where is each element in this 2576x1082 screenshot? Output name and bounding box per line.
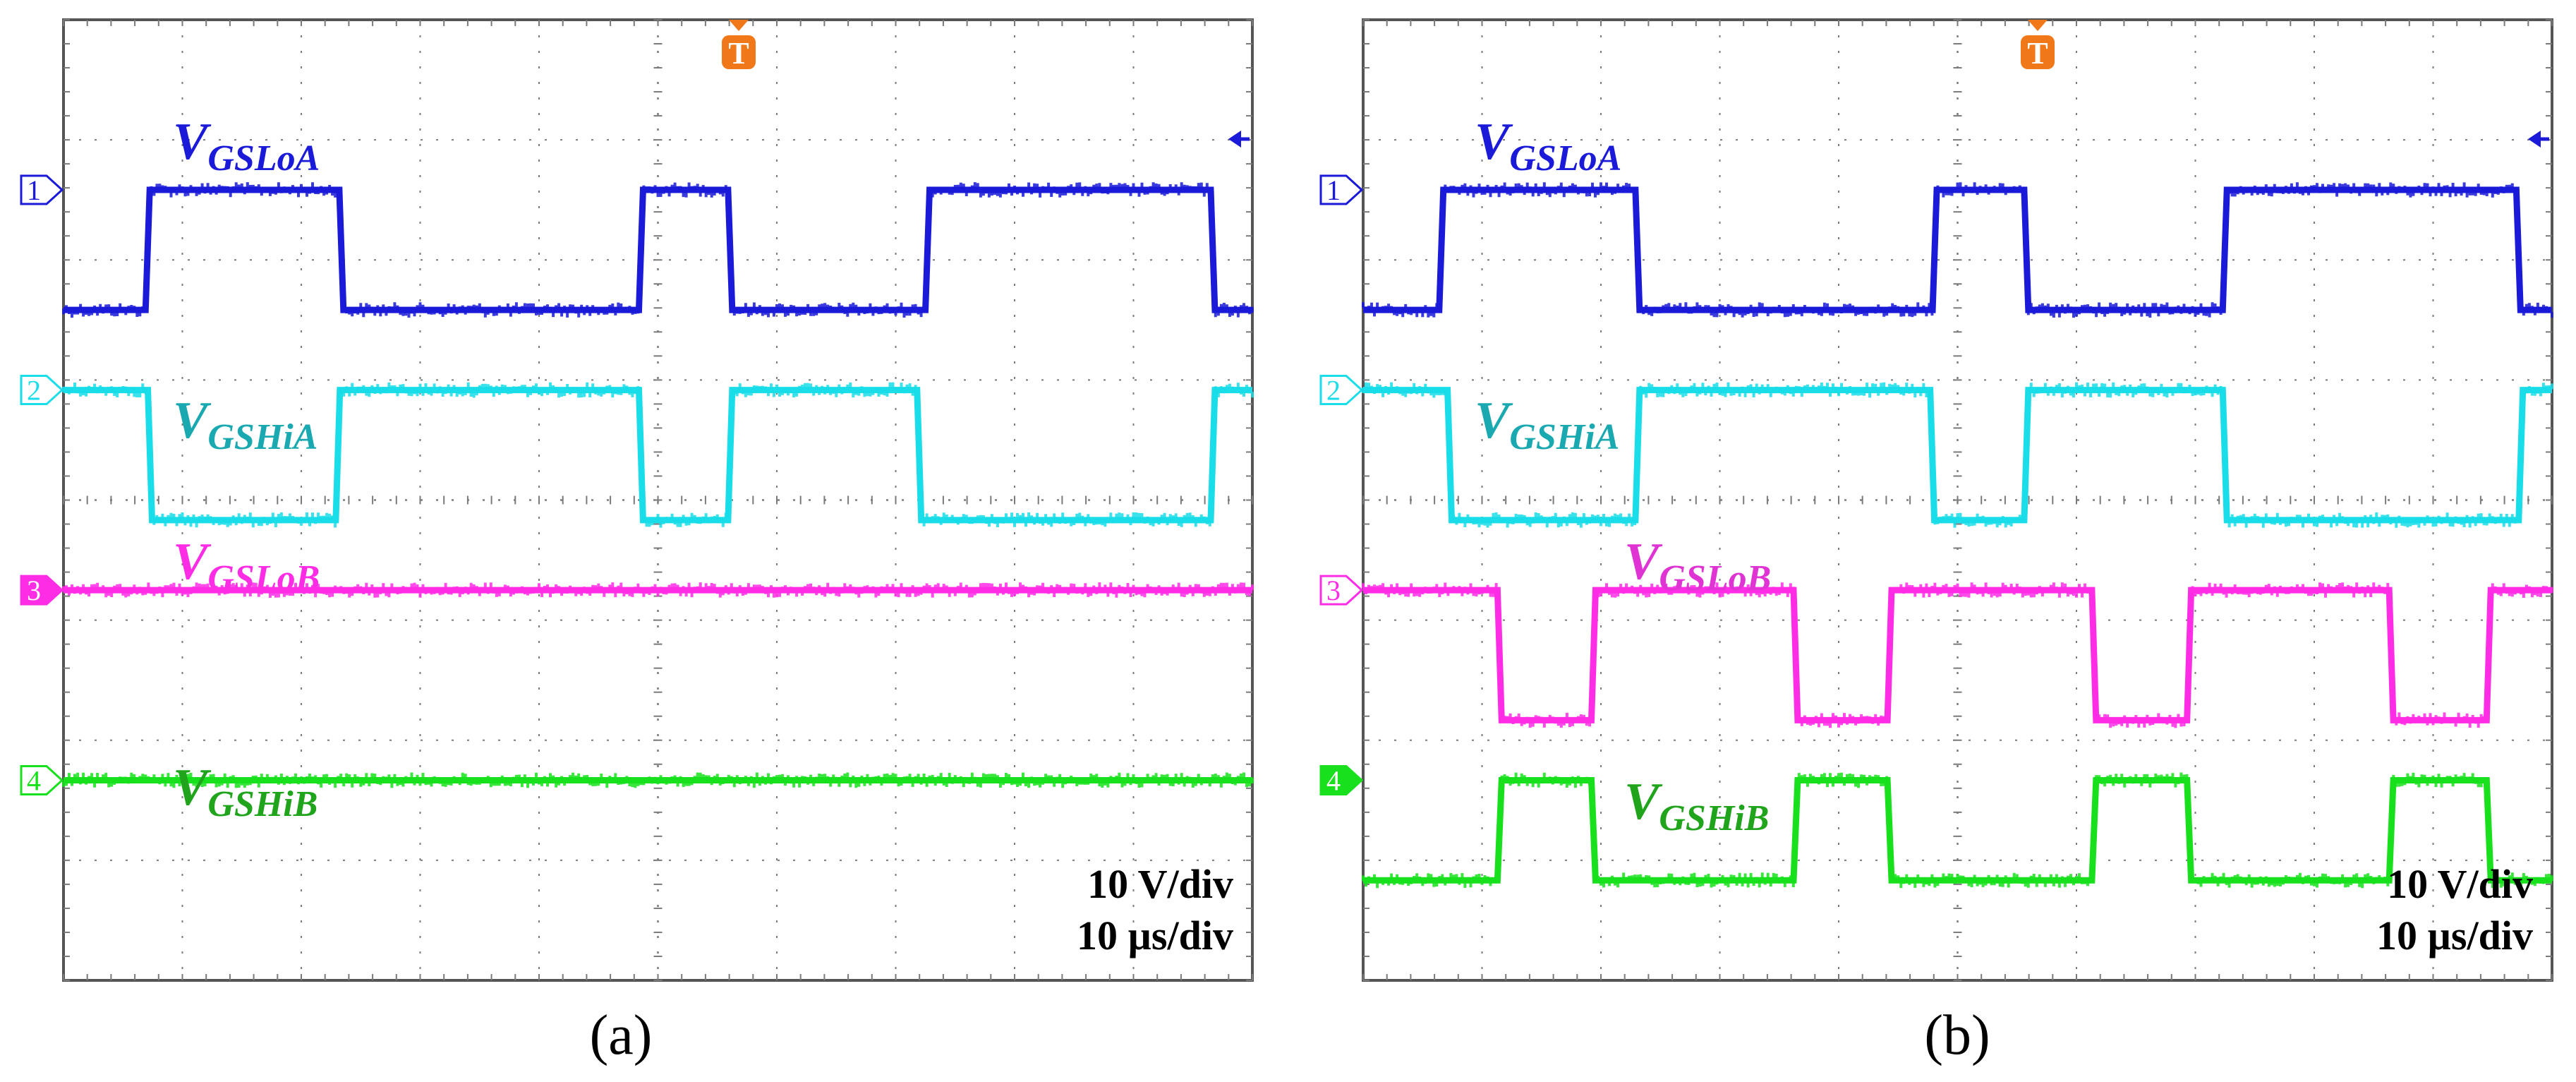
channel-marker-number: 3 [27,575,41,606]
trace-label-3: VGSLoB [173,533,320,599]
trigger-badge [2021,35,2055,69]
trace-label-sub: GSLoB [1659,558,1771,599]
channel-marker-shape [20,174,64,205]
trigger-label: T [2027,36,2048,71]
channel-marker-shape [1319,174,1364,205]
trace-noise-2 [1362,382,2553,528]
volts-per-div-label: 10 V/div [1087,861,1233,907]
trace-label-2: VGSHiA [1475,392,1619,457]
trace-noise-4 [62,772,1254,788]
channel-marker-shape [1319,575,1364,606]
trace-label-main: V [1624,533,1663,591]
trace-label-sub: GSLoB [207,558,320,599]
trace-label-main: V [173,759,212,817]
trace-label-sub: GSHiA [1509,417,1619,457]
channel-3-marker[interactable]: 3 [1319,575,1364,606]
trigger-level-arrow-icon [1228,131,1241,148]
trace-label-4: VGSHiB [173,759,318,824]
trigger-label: T [728,36,749,71]
trigger-marker[interactable]: T [722,20,756,71]
channel-marker-number: 2 [1326,375,1341,407]
trace-label-sub: GSHiB [207,784,318,824]
trace-noise-1 [1362,182,2553,318]
trace-label-main: V [1624,773,1663,831]
channel-marker-shape [20,575,64,606]
channel-marker-shape [20,375,64,406]
trace-noise-4 [1362,772,2553,889]
trace-label-main: V [173,392,212,450]
volts-per-div-label: 10 V/div [2387,861,2533,907]
channel-1-marker[interactable]: 1 [1319,174,1364,206]
trace-label-3: VGSLoB [1624,533,1771,599]
channel-2-marker[interactable]: 2 [1319,375,1364,407]
time-per-div-label: 10 µs/div [1077,913,1233,958]
channel-marker-shape [1319,375,1364,406]
trigger-badge [722,35,756,69]
trace-noise-3 [1362,582,2553,728]
trace-label-sub: GSHiA [207,417,318,457]
channel-3-marker[interactable]: 3 [20,575,64,606]
channel-marker-number: 4 [1326,764,1341,796]
caption-panel-b: (b) [1924,1004,1990,1066]
trace-label-main: V [173,113,212,171]
trace-label-1: VGSLoA [173,113,320,179]
trigger-arrow-icon [2028,20,2048,31]
trace-label-main: V [1475,113,1513,171]
trace-label-main: V [1475,392,1513,450]
trace-noise-3 [62,582,1254,598]
time-per-div-label: 10 µs/div [2376,913,2533,958]
channel-2-marker[interactable]: 2 [20,375,64,407]
trace-label-2: VGSHiA [173,392,318,457]
trace-noise-1 [62,182,1254,318]
trace-label-4: VGSHiB [1624,773,1769,838]
channel-1-marker[interactable]: 1 [20,174,64,206]
caption-panel-a: (a) [589,1004,653,1066]
channel-4-marker[interactable]: 4 [1319,764,1364,796]
channel-marker-shape [1319,764,1364,795]
channel-marker-number: 1 [27,174,41,206]
channel-marker-number: 3 [1326,575,1341,606]
trigger-arrow-icon [729,20,749,31]
trace-label-sub: GSLoA [207,138,320,179]
channel-marker-number: 1 [1326,174,1341,206]
trace-label-1: VGSLoA [1475,113,1621,179]
trigger-marker[interactable]: T [2021,20,2055,71]
trigger-level-arrow-icon [2528,131,2541,148]
channel-marker-shape [20,764,64,795]
trace-label-sub: GSLoA [1509,138,1621,179]
channel-marker-number: 2 [27,375,41,407]
trace-noise-2 [62,382,1254,528]
scope-grid [63,19,1253,981]
channel-4-marker[interactable]: 4 [20,764,64,796]
trace-label-main: V [173,533,212,591]
trace-label-sub: GSHiB [1659,798,1769,838]
channel-marker-number: 4 [27,764,41,796]
